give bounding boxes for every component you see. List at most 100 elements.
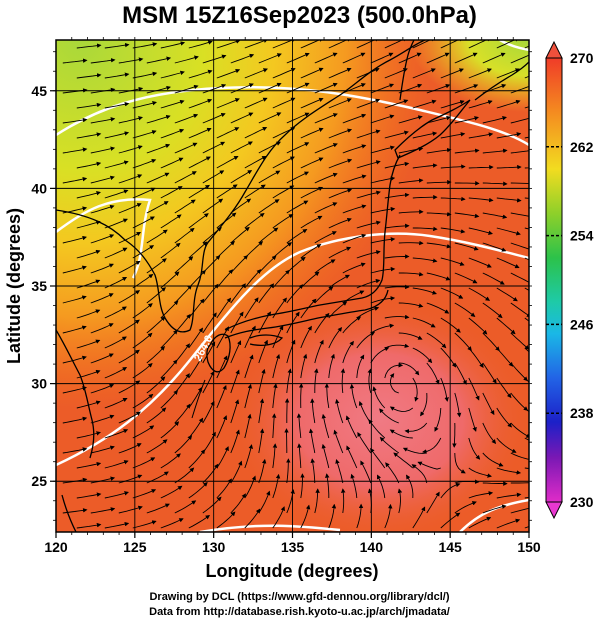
streamline <box>398 146 424 154</box>
streamline <box>426 242 452 249</box>
streamline <box>104 367 128 379</box>
streamline <box>76 73 102 79</box>
streamline <box>324 383 330 409</box>
streamline <box>468 437 481 460</box>
streamline <box>76 492 102 499</box>
streamline <box>202 370 215 394</box>
streamline <box>76 220 101 229</box>
streamline <box>341 488 346 514</box>
streamline <box>76 400 101 409</box>
streamline <box>300 325 312 349</box>
streamline <box>132 425 155 439</box>
streamline <box>356 67 380 79</box>
streamline <box>300 473 305 499</box>
streamline <box>244 475 256 499</box>
streamline <box>146 229 168 244</box>
streamline <box>393 452 414 469</box>
streamline <box>258 112 282 124</box>
streamline <box>482 272 505 285</box>
streamline <box>426 179 452 185</box>
streamline <box>146 376 166 394</box>
streamline <box>300 127 324 139</box>
streamline <box>452 422 457 448</box>
streamline <box>335 398 344 424</box>
streamline <box>342 233 367 244</box>
streamline <box>300 353 308 379</box>
streamline <box>510 332 529 350</box>
streamline <box>62 147 88 154</box>
streamline <box>272 97 296 109</box>
streamline <box>104 397 128 409</box>
streamline <box>160 214 182 229</box>
streamline <box>412 163 438 169</box>
streamline <box>468 257 492 268</box>
streamline <box>62 235 87 244</box>
streamline <box>342 52 366 64</box>
streamline <box>90 476 116 484</box>
streamline <box>328 67 352 79</box>
y-tick-label: 25 <box>31 473 47 489</box>
streamline <box>384 68 408 79</box>
streamline <box>482 148 508 154</box>
streamline <box>132 245 155 259</box>
streamline <box>258 141 282 154</box>
streamline <box>468 407 477 432</box>
streamline <box>244 127 268 139</box>
streamline <box>188 127 212 139</box>
streamline <box>132 216 155 229</box>
streamline <box>132 71 158 79</box>
streamline <box>482 452 504 467</box>
streamline <box>286 284 304 304</box>
streamline <box>372 386 386 409</box>
streamline <box>174 500 197 514</box>
streamline <box>310 458 316 484</box>
streamline <box>202 170 225 184</box>
streamline <box>496 518 521 529</box>
streamline <box>90 353 114 364</box>
streamline <box>272 325 284 349</box>
streamline <box>468 516 492 529</box>
streamline <box>160 359 178 379</box>
streamline <box>402 447 427 454</box>
streamline <box>440 68 464 79</box>
streamline <box>346 445 358 469</box>
streamline <box>496 68 520 79</box>
streamline <box>328 128 353 139</box>
streamline <box>62 117 88 124</box>
streamline <box>384 192 410 199</box>
streamline <box>296 413 302 439</box>
streamline <box>132 130 157 139</box>
streamline <box>146 56 172 64</box>
streamline <box>76 369 101 379</box>
credit-drawing: Drawing by DCL (https://www.gfd-dennou.o… <box>149 591 450 603</box>
streamline <box>496 164 522 170</box>
streamline <box>454 212 480 219</box>
streamline <box>90 263 114 274</box>
streamline <box>90 234 115 244</box>
streamline <box>62 447 88 454</box>
streamline <box>118 203 142 214</box>
streamline <box>370 346 390 364</box>
streamline <box>216 478 232 499</box>
streamline <box>510 362 528 382</box>
streamline <box>328 98 352 109</box>
streamline <box>216 297 232 319</box>
streamline <box>412 40 436 49</box>
streamline <box>328 301 348 319</box>
streamline <box>385 462 400 484</box>
streamline <box>160 421 180 439</box>
streamline <box>62 416 88 424</box>
streamline <box>272 67 296 79</box>
streamline <box>454 52 478 64</box>
streamline <box>510 507 529 514</box>
streamline <box>426 52 450 64</box>
streamline <box>118 116 143 124</box>
streamline <box>216 212 237 229</box>
y-axis-ticks: 25 30 35 40 45 <box>31 51 532 521</box>
colorbar-label: 238 <box>570 405 594 421</box>
streamline <box>496 287 518 302</box>
streamline <box>62 265 87 274</box>
streamline <box>146 172 170 184</box>
x-tick-label: 130 <box>202 539 226 555</box>
